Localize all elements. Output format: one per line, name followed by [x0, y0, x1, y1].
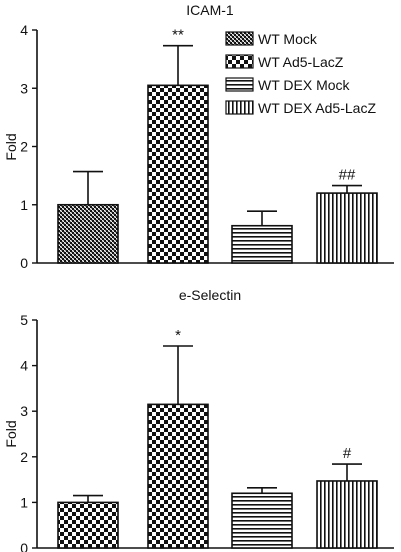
y-axis-title: Fold [3, 420, 19, 447]
legend-label: WT DEX Mock [258, 77, 351, 93]
y-tick-label: 4 [20, 22, 28, 38]
bar-wt-dex-mock [231, 224, 293, 264]
bar-wt-dex-ad5-lacz [316, 480, 378, 549]
significance-label: ** [172, 27, 184, 44]
significance-label: ## [339, 167, 356, 184]
significance-label: # [343, 445, 352, 462]
bar-wt-mock [57, 501, 119, 549]
legend-swatch [225, 77, 254, 92]
legend-label: WT Mock [258, 31, 318, 47]
legend-swatch [225, 31, 254, 46]
chart-icam-1: ICAM-1 Fold 0 1 2 3 4 ** ## WT Mock WT Ad5-Lac… [3, 2, 394, 271]
bar-wt-ad5-lacz [147, 84, 209, 264]
bar-wt-dex-ad5-lacz [316, 192, 378, 264]
bar-wt-dex-mock [231, 492, 293, 549]
y-tick-label: 3 [20, 403, 28, 419]
y-tick-label: 3 [20, 80, 28, 96]
significance-label: * [175, 327, 181, 344]
y-tick-label: 1 [20, 494, 28, 510]
y-axis-title: Fold [3, 133, 19, 160]
panel-title: ICAM-1 [186, 2, 234, 18]
bar-wt-ad5-lacz [147, 403, 209, 549]
chart-e-selectin: e-Selectin Fold 0 1 2 3 4 5 * # [3, 287, 394, 552]
y-tick-label: 2 [20, 139, 28, 155]
bar-wt-mock [57, 203, 119, 264]
y-tick-label: 0 [20, 540, 28, 552]
y-tick-label: 0 [20, 255, 28, 271]
y-tick-label: 5 [20, 312, 28, 328]
y-tick-label: 1 [20, 197, 28, 213]
legend-swatch [225, 54, 254, 69]
legend-swatch [225, 100, 254, 115]
y-tick-label: 4 [20, 358, 28, 374]
legend-label: WT DEX Ad5-LacZ [258, 100, 376, 116]
y-tick-label: 2 [20, 449, 28, 465]
panel-title: e-Selectin [179, 287, 241, 303]
legend-label: WT Ad5-LacZ [258, 54, 344, 70]
